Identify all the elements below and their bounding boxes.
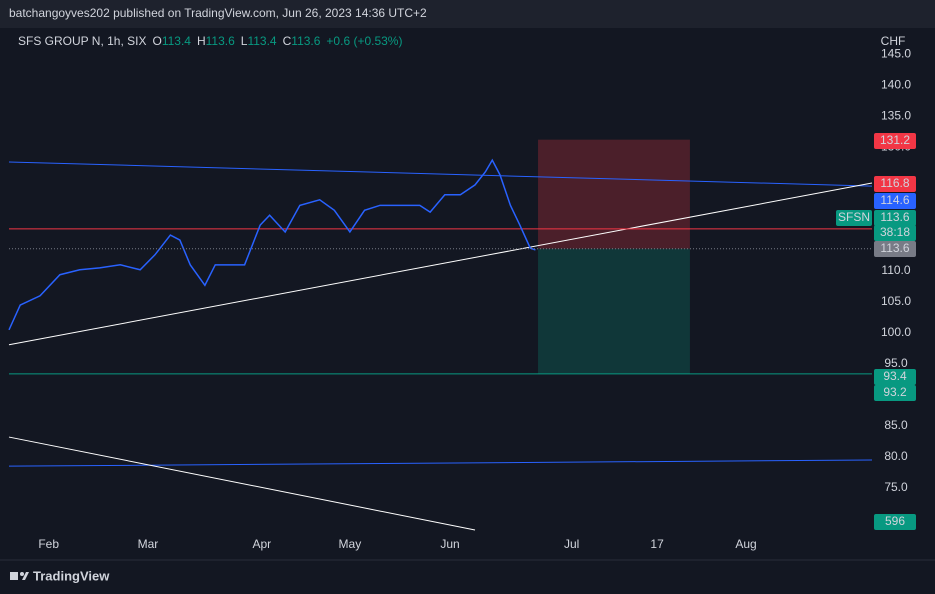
target-zone [538,248,690,374]
trend-line [8,182,873,346]
price-label-bg [874,133,916,149]
price-label: 113.6 [880,241,909,255]
price-label: 114.6 [880,193,909,207]
symbol-tag: SFSN [838,210,870,224]
price-label-bg [874,369,916,385]
y-tick-label: 105.0 [881,294,911,308]
ohlc-label: H [197,34,206,48]
price-label: 38:18 [880,225,910,239]
price-label: 113.6 [880,210,909,224]
x-tick-label: Aug [735,537,756,551]
y-tick-label: 145.0 [881,46,911,60]
trend-line [8,459,873,467]
ohlc-value: 113.4 [162,34,191,48]
price-label-bg [874,225,916,241]
price-label: 93.2 [883,385,907,399]
y-tick-label: 100.0 [881,325,911,339]
symbol: SFS GROUP N, 1h, SIX [18,34,146,48]
ohlc-value: 113.6 [291,34,320,48]
ohlc-label: C [283,34,292,48]
trend-line [8,436,476,531]
ohlc-label: L [241,34,248,48]
x-tick-label: Mar [138,537,159,551]
price-label-bg [874,176,916,192]
y-tick-label: 140.0 [881,77,911,91]
price-label-bg [874,193,916,209]
price-label-bg [874,241,916,257]
y-tick-label: 135.0 [881,108,911,122]
price-label: 596 [885,514,905,528]
x-tick-label: Feb [38,537,59,551]
price-label: 93.4 [883,369,907,383]
x-tick-label: 17 [650,537,664,551]
y-tick-label: 85.0 [884,418,908,432]
price-line [8,158,536,331]
price-label-bg [874,385,916,401]
ohlc-value: 113.6 [206,34,235,48]
publisher: batchangoyves202 published on TradingVie… [9,6,427,20]
ohlc-value: 113.4 [247,34,276,48]
price-label: 131.2 [880,133,910,147]
change: +0.6 (+0.53%) [326,34,402,48]
y-tick-label: 80.0 [884,449,908,463]
legend: SFS GROUP N, 1h, SIX O113.4 H113.6 L113.4 C1… [18,34,402,48]
stop-zone [538,139,690,249]
ohlc-label: O [152,34,161,48]
price-label-bg [874,514,916,530]
trend-line [8,161,873,187]
y-tick-label: 110.0 [881,263,910,277]
y-tick-label: 75.0 [884,480,908,494]
tag-bg [836,210,872,226]
tv-logo [10,572,29,580]
price-label-bg [874,210,916,226]
x-tick-label: May [339,537,362,551]
header-bar [0,0,935,28]
y-tick-label: 95.0 [884,356,908,370]
x-tick-label: Jun [440,537,459,551]
currency: CHF [881,34,906,48]
x-tick-label: Jul [564,537,579,551]
price-label: 116.8 [880,176,909,190]
x-tick-label: Apr [253,537,272,551]
brand: TradingView [33,568,110,583]
